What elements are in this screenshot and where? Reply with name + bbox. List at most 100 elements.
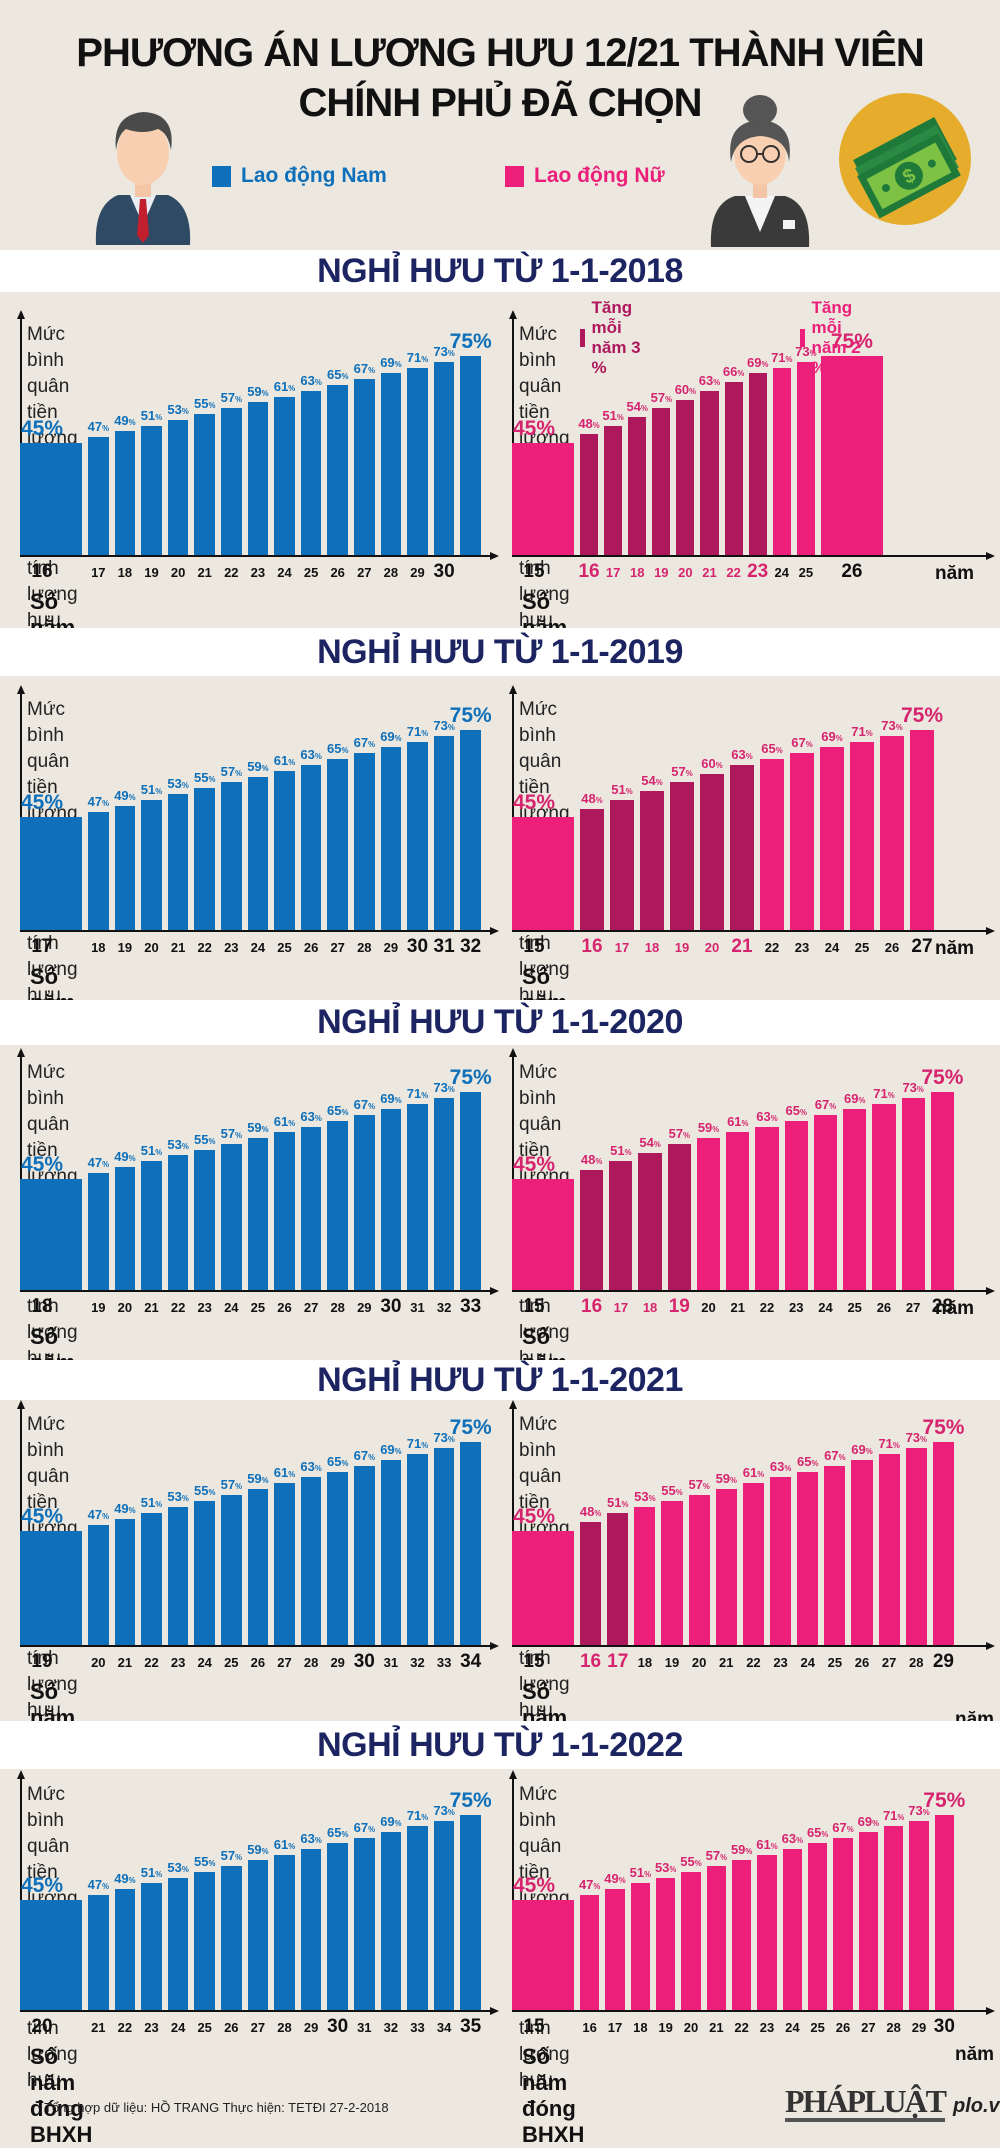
value-percent-sign: % xyxy=(536,1152,556,1176)
value-percent-sign: % xyxy=(155,786,163,796)
value-label: 73% xyxy=(908,1803,929,1818)
value-number: 63 xyxy=(300,746,315,762)
bar xyxy=(167,1877,189,2010)
value-number: 66 xyxy=(722,364,738,380)
value-number: 65 xyxy=(326,1102,342,1118)
bar xyxy=(796,361,815,555)
bar xyxy=(652,408,671,555)
value-percent-sign: % xyxy=(181,1494,189,1504)
x-tick-label: 16 xyxy=(581,1296,603,1317)
value-percent-sign: % xyxy=(865,1446,873,1456)
y-axis-label-line: lương hưu xyxy=(27,1674,78,1721)
value-percent-sign: % xyxy=(689,386,697,396)
value-percent-sign: % xyxy=(368,1824,375,1834)
bar xyxy=(167,794,189,930)
value-percent-sign: % xyxy=(473,1066,492,1089)
value-percent-sign: % xyxy=(235,395,242,405)
value-label: 61% xyxy=(274,379,295,394)
x-tick-label: 21 xyxy=(730,1300,745,1315)
bar xyxy=(605,1888,625,2010)
bar xyxy=(757,1854,777,2010)
value-label: 57% xyxy=(688,1477,709,1492)
x-tick-label: 21 xyxy=(91,2020,106,2035)
value-label: 53% xyxy=(634,1489,655,1504)
bar xyxy=(580,1169,604,1290)
value-label: 57% xyxy=(221,1126,242,1141)
y-axis-label-line: lương hưu xyxy=(519,1674,570,1721)
value-number: 59 xyxy=(247,1120,262,1136)
value-label: 71% xyxy=(407,350,428,365)
value-percent-sign: % xyxy=(447,1434,455,1444)
bar xyxy=(732,1860,752,2010)
bar xyxy=(609,1161,633,1290)
x-tick-label: 29 xyxy=(357,1300,372,1315)
bar xyxy=(580,434,599,555)
bar xyxy=(327,759,348,930)
bar xyxy=(88,1524,109,1645)
x-tick-label: 24 xyxy=(197,1655,212,1670)
value-percent-sign: % xyxy=(922,1807,930,1817)
site-link[interactable]: plo.vn xyxy=(953,2095,1000,2117)
x-tick-label: 29 xyxy=(383,940,399,955)
x-axis-arrow-icon xyxy=(986,1642,995,1650)
value-number: 57 xyxy=(650,390,666,406)
bar xyxy=(380,1832,402,2010)
bar xyxy=(932,1442,954,1645)
value-label: 51% xyxy=(141,782,162,797)
value-label: 59% xyxy=(731,1842,752,1857)
value-number: 55 xyxy=(193,770,209,786)
value-label: 53% xyxy=(167,1489,188,1504)
value-label: 59% xyxy=(716,1471,737,1486)
value-label: 45% xyxy=(21,791,63,815)
legend-swatch-male xyxy=(212,165,231,187)
value-percent-sign: % xyxy=(720,1853,728,1863)
bar xyxy=(20,817,82,930)
value-number: 69 xyxy=(821,729,836,745)
value-percent-sign: % xyxy=(829,1102,837,1112)
value-label: 65% xyxy=(327,741,348,756)
male-worker-icon xyxy=(95,112,191,245)
bar xyxy=(20,1900,82,2010)
bar xyxy=(667,1143,691,1290)
x-tick-label: 25 xyxy=(854,940,870,955)
value-percent-sign: % xyxy=(208,401,216,410)
money-icon: $ xyxy=(839,93,971,225)
x-axis-arrow-icon xyxy=(986,1287,995,1295)
value-number: 57 xyxy=(220,390,236,406)
x-tick-label: 22 xyxy=(759,1300,775,1315)
value-label: 65% xyxy=(327,1825,348,1840)
x-tick-label: 30 xyxy=(406,936,429,957)
value-percent-sign: % xyxy=(341,372,349,381)
value-label: 54% xyxy=(641,773,662,788)
value-percent-sign: % xyxy=(944,1066,964,1089)
value-number: 48 xyxy=(580,1151,596,1167)
x-tick-label: 28 xyxy=(383,565,399,580)
value-number: 63 xyxy=(769,1459,785,1475)
value-number: 51 xyxy=(140,407,156,423)
value-percent-sign: % xyxy=(892,1440,900,1450)
value-number: 57 xyxy=(668,1125,684,1141)
x-tick-label: 24 xyxy=(277,565,292,580)
x-tick-label: 16 xyxy=(582,2020,597,2035)
value-number: 71 xyxy=(406,1085,422,1101)
value-label: 53% xyxy=(167,776,188,791)
value-label: 57% xyxy=(221,1477,242,1492)
bar xyxy=(114,1888,136,2010)
x-tick-label: 32 xyxy=(410,1655,425,1670)
x-tick-label: 26 xyxy=(835,2020,851,2035)
x-tick-label: 23 xyxy=(144,2020,159,2035)
bar xyxy=(808,1843,828,2010)
value-label: 59% xyxy=(247,1120,268,1135)
value-label: 67% xyxy=(791,735,812,750)
value-percent-sign: % xyxy=(288,1841,296,1851)
bar xyxy=(610,799,634,930)
value-label: 47% xyxy=(88,1877,109,1892)
value-number: 65 xyxy=(326,1825,342,1841)
x-tick-label: 20 xyxy=(91,1655,106,1670)
value-label: 71% xyxy=(407,1086,428,1101)
x-tick-label: 23 xyxy=(747,561,769,582)
value-number: 55 xyxy=(193,396,209,411)
publisher-logo[interactable]: PHÁPLUẬT plo.vn xyxy=(785,2084,1000,2122)
value-number: 65 xyxy=(326,367,342,382)
value-number: 63 xyxy=(756,1108,771,1124)
